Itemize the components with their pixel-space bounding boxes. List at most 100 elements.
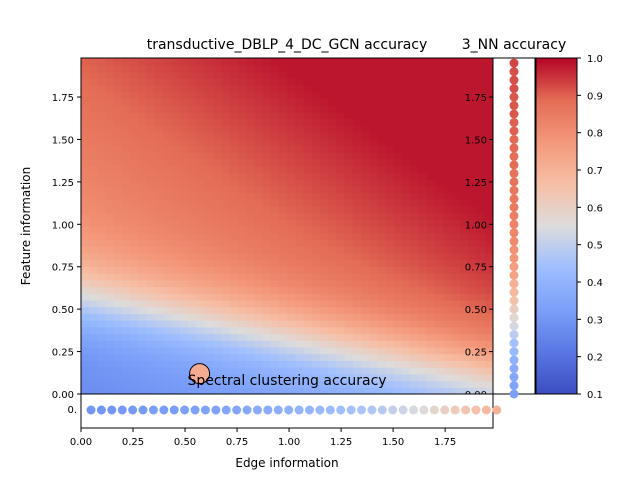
heatmap-cell — [81, 226, 90, 234]
heatmap-cell — [237, 326, 247, 335]
heatmap-cell — [105, 165, 115, 173]
heatmap-cell — [443, 145, 453, 153]
heatmap-cell — [113, 232, 123, 241]
heatmap-cell — [146, 145, 156, 153]
heatmap-cell — [229, 259, 239, 267]
heatmap-cell — [155, 172, 164, 180]
heatmap-cell — [212, 158, 222, 167]
heatmap-cell — [204, 165, 214, 173]
heatmap-cell — [361, 91, 370, 99]
heatmap-cell — [146, 165, 156, 173]
heatmap-cell — [204, 360, 214, 368]
heatmap-cell — [410, 58, 420, 66]
heatmap-cell — [402, 192, 412, 200]
heatmap-cell — [221, 360, 230, 368]
heatmap-cell — [460, 64, 469, 73]
heatmap-cell — [138, 293, 148, 301]
heatmap-cell — [237, 158, 247, 167]
heatmap-cell — [229, 367, 239, 375]
heatmap-cell — [328, 259, 338, 267]
heatmap-cell — [361, 138, 370, 146]
heatmap-cell — [221, 64, 230, 73]
heatmap-cell — [369, 293, 379, 301]
heatmap-cell — [105, 232, 115, 241]
heatmap-cell — [418, 340, 428, 348]
heatmap-cell — [81, 98, 90, 106]
heatmap-cell — [295, 118, 305, 126]
heatmap-cell — [352, 64, 362, 73]
heatmap-cell — [311, 259, 321, 267]
heatmap-cell — [171, 299, 181, 308]
heatmap-cell — [105, 373, 115, 382]
heatmap-cell — [435, 125, 445, 133]
heatmap-cell — [196, 293, 206, 301]
heatmap-cell — [460, 98, 469, 106]
heatmap-cell — [377, 91, 387, 99]
heatmap-cell — [278, 380, 288, 388]
heatmap-cell — [460, 380, 469, 388]
heatmap-cell — [270, 212, 280, 220]
knn-point — [509, 330, 519, 340]
heatmap-cell — [262, 178, 272, 187]
heatmap-cell — [418, 286, 428, 294]
heatmap-cell — [394, 380, 403, 388]
heatmap-cell — [361, 367, 370, 375]
heatmap-cell — [81, 380, 90, 388]
heatmap-cell — [303, 273, 313, 281]
heatmap-cell — [468, 125, 478, 133]
heatmap-cell — [105, 212, 115, 220]
heatmap-cell — [97, 58, 107, 66]
heatmap-cell — [130, 387, 140, 394]
heatmap-cell — [385, 64, 395, 73]
heatmap-cell — [171, 373, 181, 382]
heatmap-cell — [254, 105, 263, 113]
heatmap-cell — [311, 165, 321, 173]
heatmap-cell — [221, 91, 230, 99]
heatmap-cell — [295, 205, 305, 214]
heatmap-cell — [229, 111, 239, 120]
heatmap-cell — [179, 192, 189, 200]
heatmap-cell — [237, 98, 247, 106]
heatmap-cell — [122, 367, 132, 375]
heatmap-cell — [410, 273, 420, 281]
heatmap-cell — [237, 239, 247, 247]
heatmap-cell — [402, 380, 412, 388]
heatmap-cell — [394, 360, 403, 368]
heatmap-cell — [105, 78, 115, 86]
heatmap-cell — [484, 212, 493, 220]
heatmap-cell — [237, 111, 247, 120]
heatmap-cell — [410, 293, 420, 301]
heatmap-cell — [229, 219, 239, 227]
heatmap-cell — [427, 340, 436, 348]
heatmap-cell — [138, 320, 148, 328]
heatmap-cell — [468, 286, 478, 294]
heatmap-cell — [443, 58, 453, 66]
heatmap-cell — [476, 58, 486, 66]
heatmap-cell — [410, 299, 420, 308]
heatmap-cell — [328, 199, 338, 207]
heatmap-cell — [451, 185, 461, 193]
heatmap-cell — [254, 299, 263, 308]
heatmap-cell — [303, 105, 313, 113]
heatmap-cell — [155, 373, 164, 382]
heatmap-cell — [394, 306, 403, 314]
heatmap-cell — [196, 219, 206, 227]
heatmap-cell — [468, 353, 478, 361]
heatmap-cell — [245, 346, 255, 355]
heatmap-cell — [262, 320, 272, 328]
heatmap-cell — [361, 111, 370, 120]
heatmap-cell — [418, 98, 428, 106]
heatmap-cell — [130, 105, 140, 113]
heatmap-cell — [105, 111, 115, 120]
heatmap-cell — [418, 320, 428, 328]
heatmap-cell — [311, 111, 321, 120]
heatmap-cell — [476, 226, 486, 234]
heatmap-cell — [319, 320, 329, 328]
heatmap-cell — [221, 346, 230, 355]
heatmap-cell — [89, 340, 99, 348]
knn-points — [509, 58, 519, 399]
heatmap-cell — [130, 246, 140, 254]
heatmap-cell — [204, 313, 214, 321]
heatmap-cell — [188, 172, 197, 180]
heatmap-cell — [287, 199, 296, 207]
